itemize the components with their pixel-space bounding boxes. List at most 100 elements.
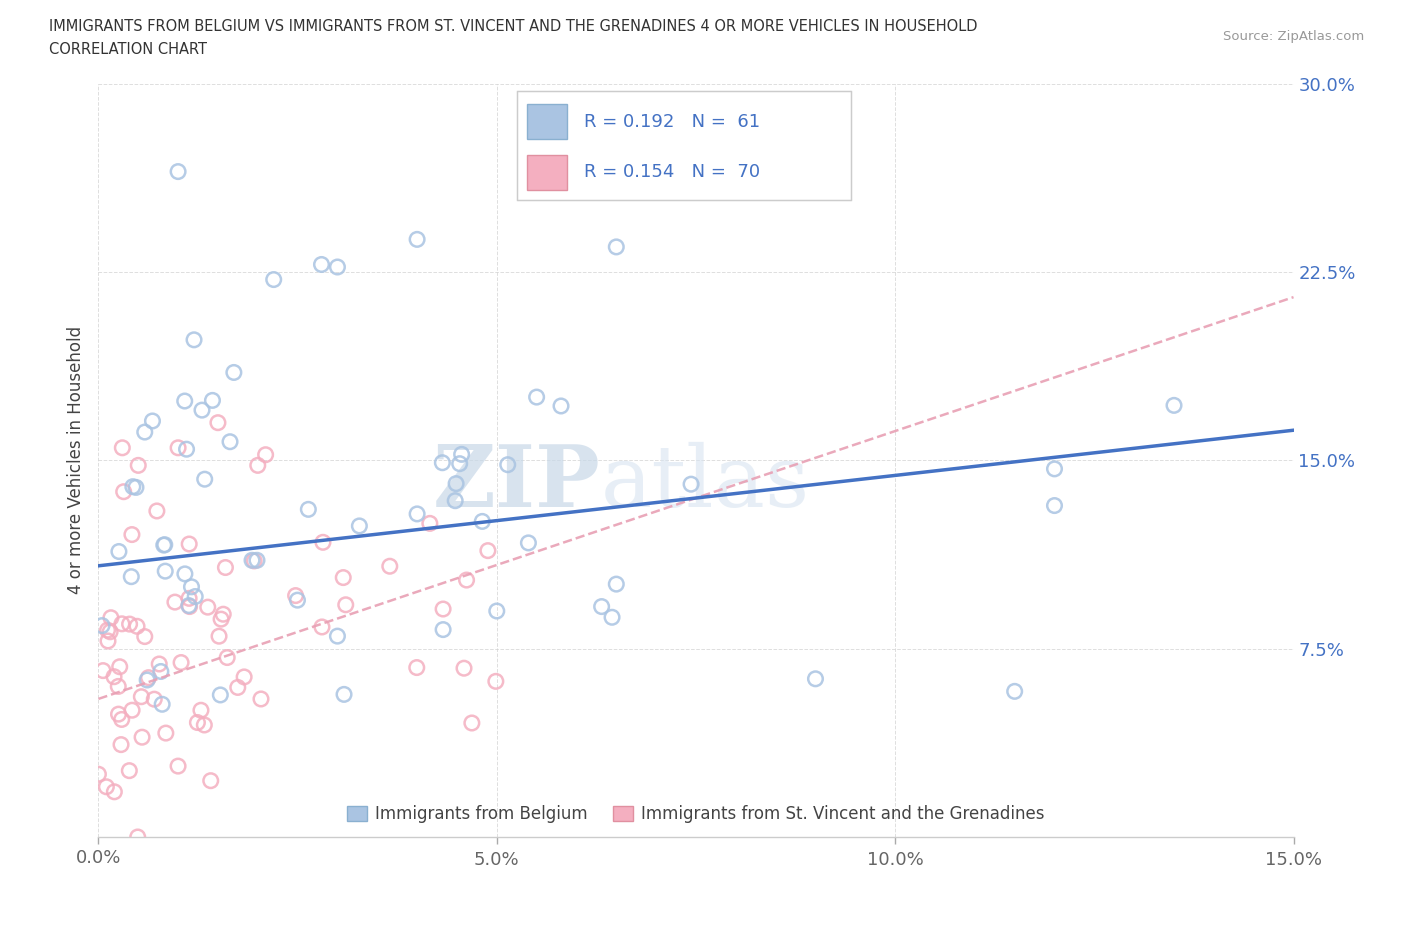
Point <box>87 766 110 781</box>
Point <box>183 332 205 347</box>
Point <box>312 535 335 550</box>
Point <box>485 604 508 618</box>
Point <box>550 399 572 414</box>
Point <box>591 599 613 614</box>
Point <box>449 457 471 472</box>
Text: IMMIGRANTS FROM BELGIUM VS IMMIGRANTS FROM ST. VINCENT AND THE GRENADINES 4 OR M: IMMIGRANTS FROM BELGIUM VS IMMIGRANTS FR… <box>49 19 977 33</box>
Point <box>96 779 118 794</box>
Point <box>146 503 169 518</box>
Point <box>444 476 467 491</box>
Point <box>190 703 212 718</box>
Point <box>1043 498 1066 513</box>
Point <box>240 552 263 567</box>
Point <box>212 606 235 621</box>
Point <box>250 692 273 707</box>
Y-axis label: 4 or more Vehicles in Household: 4 or more Vehicles in Household <box>66 326 84 594</box>
Point <box>127 830 149 844</box>
Point <box>378 559 401 574</box>
Point <box>1043 461 1066 476</box>
Point <box>517 536 540 551</box>
Point <box>297 502 319 517</box>
Point <box>152 538 174 552</box>
Point <box>201 393 224 408</box>
Point <box>121 703 143 718</box>
Point <box>461 715 484 730</box>
Point <box>136 672 159 687</box>
Text: 5.0%: 5.0% <box>474 851 520 869</box>
Point <box>91 618 114 633</box>
Point <box>804 671 827 686</box>
Point <box>107 679 129 694</box>
Point <box>167 164 190 179</box>
Point <box>186 715 208 730</box>
Point <box>121 527 143 542</box>
Point <box>96 623 118 638</box>
Point <box>180 579 202 594</box>
Point <box>184 589 207 604</box>
Point <box>141 414 163 429</box>
Point <box>148 657 170 671</box>
Point <box>405 660 427 675</box>
Point <box>131 730 153 745</box>
Point <box>208 629 231 644</box>
Point <box>406 232 429 246</box>
Point <box>98 624 121 639</box>
Text: 10.0%: 10.0% <box>866 851 924 869</box>
Point <box>207 415 229 430</box>
Text: CORRELATION CHART: CORRELATION CHART <box>49 42 207 57</box>
Point <box>246 458 269 472</box>
Point <box>477 543 499 558</box>
Point <box>217 650 239 665</box>
Point <box>432 622 454 637</box>
Point <box>193 718 215 733</box>
Point <box>485 674 508 689</box>
Point <box>179 537 201 551</box>
Point <box>444 493 467 508</box>
Point <box>134 629 156 644</box>
Point <box>349 519 371 534</box>
Point <box>155 725 177 740</box>
Point <box>432 602 454 617</box>
Point <box>173 393 195 408</box>
Point <box>97 633 120 648</box>
Point <box>118 764 141 778</box>
Point <box>605 577 627 591</box>
Point <box>243 553 266 568</box>
Point <box>219 434 242 449</box>
Point <box>209 612 232 627</box>
Point <box>450 447 472 462</box>
Point <box>233 670 256 684</box>
Point <box>335 597 357 612</box>
Point <box>179 599 201 614</box>
Point <box>471 514 494 529</box>
Point <box>432 456 454 471</box>
Point <box>112 485 135 499</box>
Point <box>111 440 134 455</box>
Point <box>332 570 354 585</box>
Point <box>108 544 131 559</box>
Point <box>170 655 193 670</box>
Text: 15.0%: 15.0% <box>1265 851 1322 869</box>
Point <box>138 671 160 685</box>
Point <box>333 687 356 702</box>
Point <box>134 425 156 440</box>
Point <box>143 692 166 707</box>
Point <box>149 664 172 679</box>
Point <box>91 663 114 678</box>
Point <box>153 538 176 552</box>
Point <box>111 712 134 727</box>
Text: Source: ZipAtlas.com: Source: ZipAtlas.com <box>1223 30 1364 43</box>
Text: ZIP: ZIP <box>433 441 600 525</box>
Point <box>125 480 148 495</box>
Point <box>121 479 143 494</box>
Legend: Immigrants from Belgium, Immigrants from St. Vincent and the Grenadines: Immigrants from Belgium, Immigrants from… <box>340 798 1052 830</box>
Point <box>254 447 277 462</box>
Point <box>406 507 429 522</box>
Point <box>246 552 269 567</box>
Point <box>111 617 134 631</box>
Text: atlas: atlas <box>600 442 810 525</box>
Point <box>107 707 129 722</box>
Point <box>163 594 186 609</box>
Point <box>605 239 627 254</box>
Point <box>453 661 475 676</box>
